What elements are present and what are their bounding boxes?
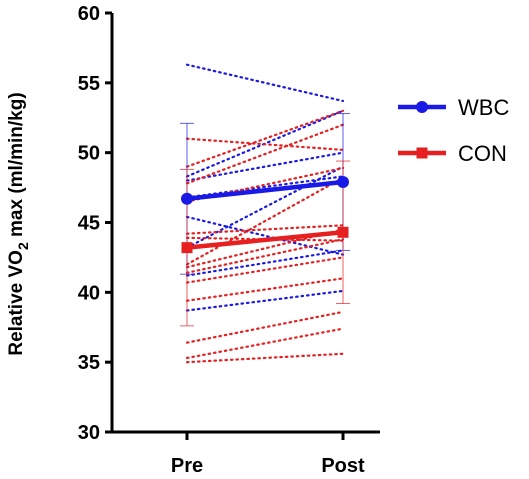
con-mean-marker <box>181 242 193 254</box>
x-tick-label: Pre <box>171 455 203 477</box>
y-tick-label: 60 <box>78 3 100 25</box>
con-individual-line <box>185 277 345 302</box>
con-individual-line <box>185 224 345 235</box>
x-ticks: Pre Post <box>171 432 365 477</box>
con-individual-line <box>185 109 345 168</box>
legend: WBC CON <box>398 95 509 166</box>
con-individual-line <box>185 176 345 266</box>
con-individual-line <box>185 310 345 344</box>
y-tick-label: 45 <box>78 213 100 235</box>
wbc-individual-line <box>185 151 345 182</box>
con-individual-line <box>185 137 345 151</box>
y-axis-title-prefix: Relative VO <box>6 250 27 356</box>
wbc-individual-line <box>185 63 345 103</box>
wbc-individual-line <box>185 165 345 249</box>
con-individual-line <box>185 352 345 364</box>
x-tick-label: Post <box>321 455 365 477</box>
y-axis-title: Relative VO2 max (ml/min/kg) <box>6 92 31 355</box>
y-tick-label: 35 <box>78 352 100 374</box>
wbc-mean-marker <box>181 192 193 205</box>
wbc-individual-line <box>185 215 345 256</box>
plot-area <box>180 63 350 364</box>
y-axis-title-subscript: 2 <box>15 242 31 250</box>
wbc-individual-line <box>185 289 345 312</box>
y-tick-label: 40 <box>78 282 100 304</box>
y-tick-label: 55 <box>78 73 100 95</box>
con-legend-label: CON <box>458 141 507 166</box>
con-mean-line <box>184 230 346 250</box>
wbc-individual-line <box>185 175 345 199</box>
y-ticks: 30 35 40 45 50 55 60 <box>78 3 112 444</box>
y-axis-title-suffix: max (ml/min/kg) <box>6 92 27 242</box>
y-tick-label: 50 <box>78 143 100 165</box>
y-tick-label: 30 <box>78 422 100 444</box>
wbc-legend-label: WBC <box>458 95 509 120</box>
wbc-mean-marker <box>337 175 349 188</box>
con-individual-line <box>185 256 345 284</box>
con-individual-line <box>185 238 345 274</box>
con-legend-marker <box>416 147 428 159</box>
con-individual-line <box>185 327 345 360</box>
wbc-legend-marker <box>416 101 428 113</box>
wbc-individual-line <box>185 249 345 277</box>
axes <box>110 13 380 434</box>
con-mean-marker <box>337 226 349 238</box>
wbc-mean-line <box>184 179 346 202</box>
con-individual-line <box>185 123 345 185</box>
